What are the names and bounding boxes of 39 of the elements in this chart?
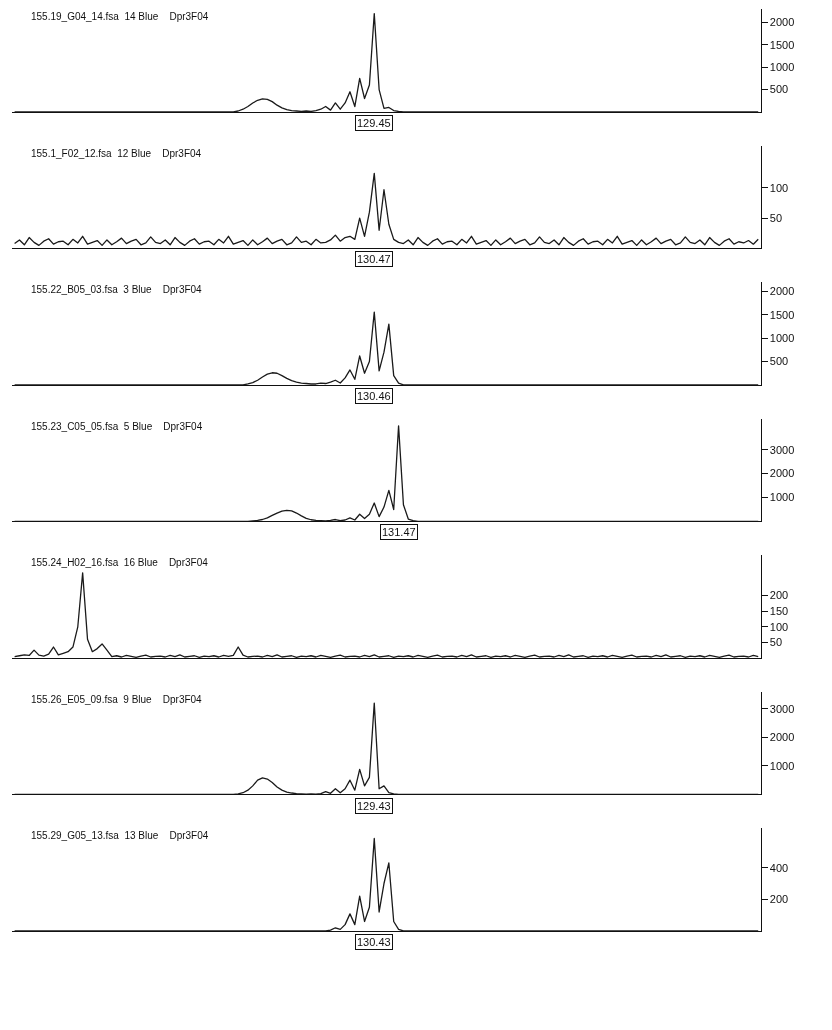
y-tick-label: 100 — [769, 181, 789, 194]
y-tick-label: 1000 — [769, 332, 795, 345]
text: 129.45 — [357, 117, 391, 129]
y-tick-label: 200 — [769, 893, 789, 906]
y-tick-label: 200 — [769, 589, 789, 602]
y-tick-label: 500 — [769, 83, 789, 96]
chart-title: 155.19_G04_14.fsa 14 Blue Dpr3F04 — [31, 11, 209, 22]
text: 130.47 — [357, 253, 391, 265]
line-series — [13, 172, 759, 247]
y-tick-label: 2000 — [769, 731, 795, 744]
chart-title: 155.23_C05_05.fsa 5 Blue Dpr3F04 — [31, 421, 203, 432]
text: 131.47 — [382, 526, 416, 538]
chart-title: 155.29_G05_13.fsa 13 Blue Dpr3F04 — [31, 830, 209, 841]
y-tick-label: 2000 — [769, 285, 795, 298]
y-tick-label: 50 — [769, 636, 783, 649]
y-tick-label: 3000 — [769, 443, 795, 456]
text: 129.43 — [357, 800, 391, 812]
y-tick-label: 2000 — [769, 467, 795, 480]
y-tick-label: 150 — [769, 605, 789, 618]
line-series — [13, 572, 759, 658]
text: 130.46 — [357, 390, 391, 402]
y-tick-label: 500 — [769, 355, 789, 368]
chart-title: 155.24_H02_16.fsa 16 Blue Dpr3F04 — [31, 557, 209, 568]
line-series — [13, 311, 759, 385]
y-tick-label: 1500 — [769, 38, 795, 51]
line-series — [13, 12, 759, 112]
chart-title: 155.22_B05_03.fsa 3 Blue Dpr3F04 — [31, 284, 203, 295]
y-tick-label: 1500 — [769, 308, 795, 321]
y-tick-label: 1000 — [769, 491, 795, 504]
chart-title: 155.26_E05_09.fsa 9 Blue Dpr3F04 — [31, 694, 203, 705]
y-tick-label: 1000 — [769, 759, 795, 772]
y-tick-label: 400 — [769, 861, 789, 874]
y-tick-label: 1000 — [769, 61, 795, 74]
y-tick-label: 2000 — [769, 16, 795, 29]
text: 130.43 — [357, 936, 391, 948]
y-tick-label: 100 — [769, 620, 789, 633]
y-tick-label: 50 — [769, 212, 783, 225]
y-tick-label: 3000 — [769, 702, 795, 715]
chart-title: 155.1_F02_12.fsa 12 Blue Dpr3F04 — [31, 148, 202, 159]
